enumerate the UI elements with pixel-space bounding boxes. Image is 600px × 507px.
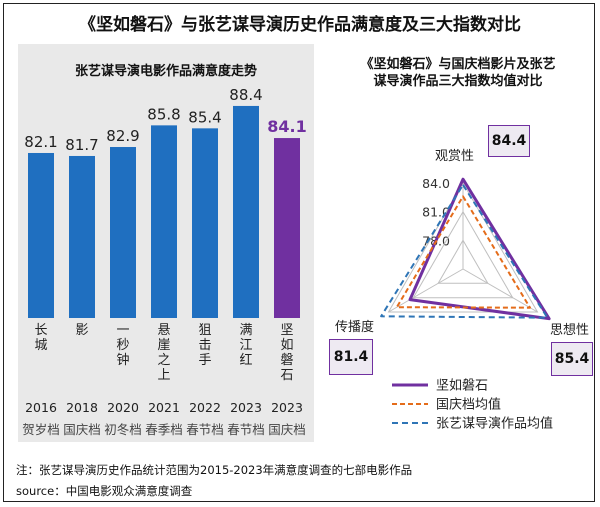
radar-spoke-3 [388,268,464,313]
category-label-6-char-3: 红 [239,352,252,368]
value-label-6: 88.4 [229,86,262,104]
radar-series-1 [408,177,551,321]
season-label-7: 国庆档 [268,422,306,437]
bar-chart-panel: 张艺谋导演电影作品满意度走势 82.1 长城 2016 贺岁档 81.7 影 2018 国庆档… [18,44,314,442]
category-label-7-char-2: 如 [280,337,293,353]
radar-axis-label-2: 思想性 [550,322,589,338]
year-label-1: 2016 [25,400,57,415]
bar-6 [233,105,259,318]
chart-frame: 《坚如磐石》与张艺谋导演历史作品满意度及三大指数对比 张艺谋导演电影作品满意度走… [3,3,595,502]
legend-label-1: 坚如磐石 [436,378,488,394]
value-label-1: 82.1 [24,133,57,151]
category-label-4-char-4: 上 [157,368,170,383]
radar-grid-3 [387,182,539,313]
bar-7 [274,138,300,318]
year-label-5: 2022 [189,400,221,415]
bar-3 [110,147,136,318]
legend-label-2: 国庆档均值 [436,397,501,413]
footnote: 注：张艺谋导演历史作品统计范围为2015-2023年满意度调查的七部电影作品 [16,463,413,477]
season-label-3: 初冬档 [104,422,142,437]
category-label-7-char-1: 坚 [280,323,293,338]
year-label-2: 2018 [66,400,98,415]
category-label-5-char-2: 击 [198,338,211,353]
category-label-4-char-1: 悬 [157,323,170,338]
season-label-4: 春季档 [145,422,183,437]
category-label-4-char-2: 崖 [157,338,170,353]
season-label-1: 贺岁档 [22,422,60,437]
category-label-7-char-3: 磐 [280,353,293,368]
radar-series-3 [380,183,549,319]
value-label-7: 84.1 [267,117,306,136]
value-label-4: 85.8 [147,105,180,123]
category-label-4-char-3: 之 [157,353,170,368]
radar-series-2 [395,195,531,309]
bar-chart-title: 张艺谋导演电影作品满意度走势 [74,64,257,79]
value-label-3: 82.9 [106,127,139,145]
radar-grid-2 [412,210,514,299]
category-label-7-char-4: 石 [280,368,293,383]
year-label-7: 2023 [271,400,303,415]
category-label-1-char-2: 城 [34,338,47,353]
season-label-2: 国庆档 [63,422,101,437]
value-box-chuanbo: 81.4 [329,339,373,375]
year-label-4: 2021 [148,400,180,415]
category-label-3-char-1: 一 [116,323,129,338]
bar-4 [151,125,177,318]
figure-title: 《坚如磐石》与张艺谋导演历史作品满意度及三大指数对比 [79,15,521,35]
category-label-3-char-3: 钟 [116,352,129,368]
value-label-5: 85.4 [188,108,221,126]
year-label-3: 2020 [107,400,139,415]
year-label-6: 2023 [230,400,262,415]
value-box-sixiang: 85.4 [551,342,593,376]
radar-axis-label-3: 传播度 [335,319,374,335]
category-label-2-char-1: 影 [75,323,88,338]
category-label-5-char-1: 狙 [198,323,211,338]
value-box-guanshang: 84.4 [488,125,530,157]
radar-grid-1 [437,239,489,284]
category-label-5-char-3: 手 [198,353,211,368]
value-label-2: 81.7 [65,136,98,154]
category-label-1-char-1: 长 [34,323,47,338]
category-label-6-char-1: 满 [239,323,252,338]
category-label-3-char-2: 秒 [116,338,129,353]
radar-spoke-2 [462,268,538,313]
season-label-6: 春节档 [227,422,265,437]
source-line: source：中国电影观众满意度调查 [16,484,193,498]
radar-chart-title: 《坚如磐石》与国庆档影片及张艺 谋导演作品三大指数均值对比 [360,57,556,89]
category-label-6-char-2: 江 [239,338,252,353]
bar-chart: 82.1 长城 2016 贺岁档 81.7 影 2018 国庆档 82.9 一秒钟 2020 初冬档 8… [22,86,307,437]
bar-2 [69,155,95,318]
bar-5 [192,128,218,318]
bar-1 [28,152,54,318]
legend-label-3: 张艺谋导演作品均值 [436,416,553,432]
radar-axis-label-1: 观赏性 [435,149,474,164]
season-label-5: 春节档 [186,422,224,437]
radar-tick-3: 84.0 [422,176,450,191]
